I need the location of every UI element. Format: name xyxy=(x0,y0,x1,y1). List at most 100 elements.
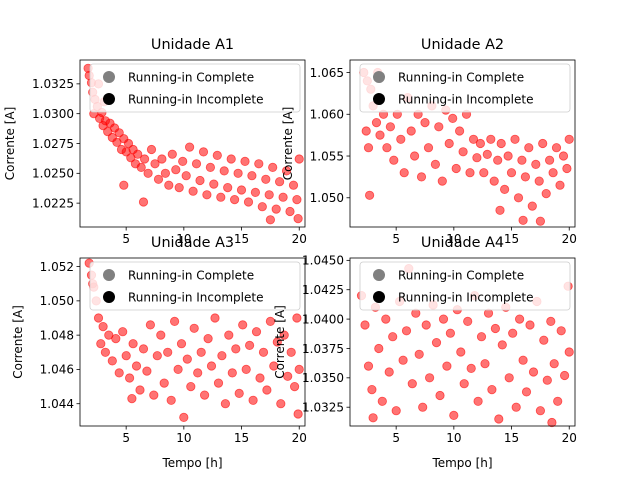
data-point xyxy=(551,143,562,153)
y-tick-label: 1.0250 xyxy=(32,167,74,181)
data-point xyxy=(189,323,199,333)
data-point xyxy=(281,166,292,176)
data-point xyxy=(398,355,408,365)
data-point xyxy=(517,155,527,165)
data-point xyxy=(119,180,129,190)
data-point xyxy=(196,347,206,357)
data-point xyxy=(167,149,177,159)
legend-marker-complete xyxy=(373,269,385,281)
scatter-series xyxy=(356,263,574,428)
legend-label-incomplete: Running-in Incomplete xyxy=(128,291,263,305)
data-point xyxy=(542,375,552,385)
data-point xyxy=(465,168,475,178)
data-point xyxy=(495,205,505,215)
data-point xyxy=(279,330,289,340)
data-point xyxy=(451,163,461,174)
data-point xyxy=(497,340,507,350)
data-point xyxy=(213,378,224,388)
subplot-title: Unidade A2 xyxy=(421,37,504,53)
y-tick-label: 1.0425 xyxy=(302,283,344,297)
data-point xyxy=(210,313,220,323)
data-point xyxy=(556,326,566,336)
data-point xyxy=(420,118,430,128)
data-point xyxy=(514,314,525,324)
data-point xyxy=(136,162,146,172)
legend-box xyxy=(359,63,571,113)
x-axis-label: Tempo [h] xyxy=(161,456,222,470)
data-point xyxy=(174,183,184,193)
data-point xyxy=(269,361,279,371)
data-point xyxy=(219,166,229,176)
data-point xyxy=(538,138,548,149)
y-tick-label: 1.052 xyxy=(40,260,74,274)
legend: Running-in Complete Running-in Incomplete xyxy=(359,63,571,113)
data-point xyxy=(431,337,442,348)
x-tick-label: 5 xyxy=(122,431,130,445)
data-point xyxy=(479,168,489,178)
legend-marker-complete xyxy=(103,269,115,281)
legend-box xyxy=(359,261,571,311)
data-point xyxy=(293,214,303,224)
data-point xyxy=(203,333,213,344)
data-point xyxy=(456,347,466,357)
data-point xyxy=(283,371,293,381)
data-point xyxy=(138,197,149,207)
data-point xyxy=(292,313,302,323)
data-point xyxy=(238,320,248,330)
data-point xyxy=(250,187,260,197)
data-point xyxy=(407,379,417,389)
axes-frame xyxy=(349,257,576,427)
data-point xyxy=(121,351,131,361)
data-point xyxy=(494,414,504,424)
data-point xyxy=(143,168,153,178)
data-point xyxy=(473,396,483,406)
data-point xyxy=(150,159,160,169)
data-point xyxy=(276,399,286,409)
data-point xyxy=(564,134,574,144)
data-point xyxy=(511,402,521,412)
data-point xyxy=(442,361,452,371)
y-tick-label: 1.0375 xyxy=(302,342,344,356)
x-tick-label: 5 xyxy=(122,232,130,246)
data-point xyxy=(445,328,455,338)
data-point xyxy=(209,179,219,189)
data-point xyxy=(274,177,285,187)
data-point xyxy=(384,367,394,377)
data-point xyxy=(142,366,152,376)
data-point xyxy=(289,381,300,392)
legend-label-incomplete: Running-in Incomplete xyxy=(398,93,533,107)
data-point xyxy=(524,143,534,153)
y-tick-label: 1.0275 xyxy=(32,137,74,151)
data-point xyxy=(434,122,444,132)
y-tick-label: 1.060 xyxy=(310,108,344,122)
data-point xyxy=(294,364,304,374)
data-point xyxy=(286,347,296,357)
y-tick-label: 1.0350 xyxy=(302,371,344,385)
data-point xyxy=(176,339,187,349)
data-point xyxy=(475,138,485,149)
subplot-title: Unidade A3 xyxy=(151,235,234,251)
data-point xyxy=(251,327,262,337)
y-tick-label: 1.050 xyxy=(40,294,74,308)
data-point xyxy=(401,326,412,336)
data-point xyxy=(535,406,546,416)
data-point xyxy=(391,406,401,416)
legend-label-complete: Running-in Complete xyxy=(128,269,254,283)
data-point xyxy=(399,168,409,178)
data-point xyxy=(521,387,532,397)
data-point xyxy=(363,361,374,371)
data-point xyxy=(466,363,476,373)
data-point xyxy=(553,396,563,406)
data-point xyxy=(535,216,546,226)
data-point xyxy=(226,154,236,164)
data-point xyxy=(243,197,254,207)
data-point xyxy=(257,202,267,212)
data-point xyxy=(181,171,191,181)
data-point xyxy=(374,343,384,354)
legend-label-complete: Running-in Complete xyxy=(128,71,254,85)
data-point xyxy=(156,330,166,340)
y-tick-label: 1.055 xyxy=(310,149,344,163)
data-point xyxy=(520,172,531,182)
y-tick-label: 1.0450 xyxy=(302,254,344,268)
data-point xyxy=(220,399,230,409)
